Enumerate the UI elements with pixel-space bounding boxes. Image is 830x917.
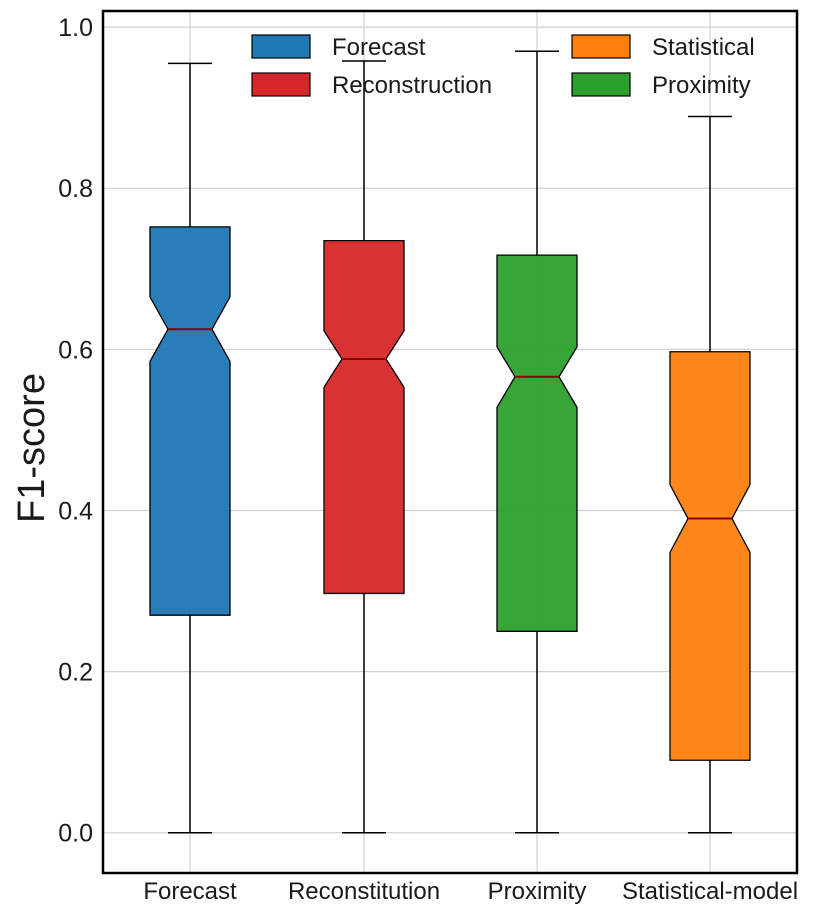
x-category-labels: Forecast Reconstitution Proximity Statistic… <box>143 878 798 905</box>
y-axis-title: F1-score <box>11 373 53 523</box>
y-tick-label: 0.0 <box>58 820 93 848</box>
legend-item-statistical: Statistical <box>571 34 755 61</box>
boxes <box>149 50 751 834</box>
x-category-label: Forecast <box>143 878 237 905</box>
legend-item-reconstruction: Reconstruction <box>251 72 492 99</box>
legend-label: Reconstruction <box>332 72 492 99</box>
box-body <box>323 239 405 595</box>
x-category-label: Reconstitution <box>288 878 440 905</box>
legend-label: Proximity <box>652 72 751 99</box>
legend-label: Statistical <box>652 34 755 61</box>
y-tick-label: 1.0 <box>58 14 93 42</box>
box-reconstitution <box>323 60 405 834</box>
box-body <box>496 254 578 632</box>
legend-label: Forecast <box>332 34 426 61</box>
x-category-label: Statistical-model <box>622 878 798 905</box>
box-body <box>669 351 751 761</box>
legend-swatch <box>571 34 631 59</box>
y-tick-label: 0.2 <box>58 659 93 687</box>
legend-item-proximity: Proximity <box>571 72 751 99</box>
legend-swatch <box>251 72 311 97</box>
box-statistical-model <box>669 115 751 834</box>
box-proximity <box>496 50 578 834</box>
legend-swatch <box>251 34 311 59</box>
y-tick-labels: 0.0 0.2 0.4 0.6 0.8 1.0 <box>58 14 93 848</box>
box-forecast <box>149 62 231 834</box>
legend: Forecast Statistical Reconstruction Proximi… <box>251 34 755 99</box>
box-body <box>149 226 231 616</box>
legend-swatch <box>571 72 631 97</box>
y-tick-label: 0.6 <box>58 336 93 364</box>
legend-item-forecast: Forecast <box>251 34 426 61</box>
x-category-label: Proximity <box>488 878 587 905</box>
plot-frame <box>101 9 799 875</box>
y-tick-label: 0.8 <box>58 175 93 203</box>
y-tick-label: 0.4 <box>58 497 93 525</box>
